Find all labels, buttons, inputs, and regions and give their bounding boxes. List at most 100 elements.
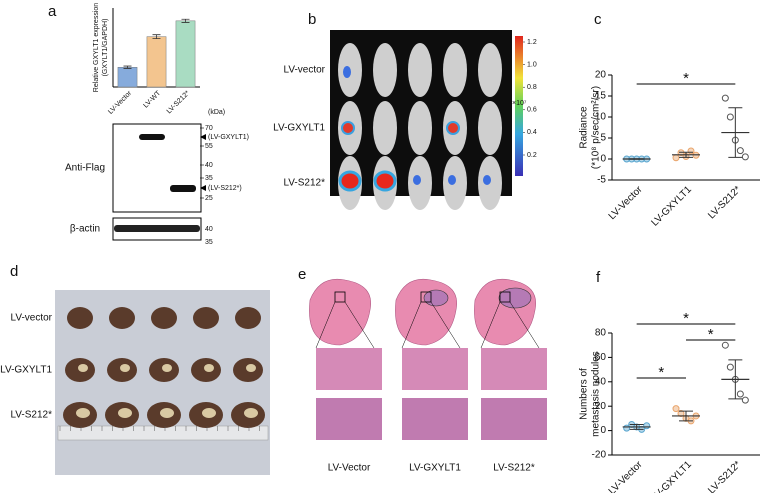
error-bar (152, 34, 161, 40)
y-tick-label: 20 (595, 70, 607, 81)
nodule (202, 408, 216, 418)
zoom-line (315, 301, 336, 349)
panel-letter: f (596, 269, 601, 286)
point (721, 341, 729, 349)
sd-bar (679, 410, 693, 422)
signal (343, 66, 351, 78)
signal (448, 175, 456, 185)
column-label: LV-S212* (493, 463, 535, 474)
zoom-line (401, 301, 422, 349)
mouse (443, 43, 467, 97)
y-tick-label: 60 (595, 352, 607, 363)
histology-high (316, 398, 382, 440)
blot-band (139, 134, 165, 140)
y-tick-label: -20 (592, 450, 607, 461)
column-label: LV-GXYLT1 (409, 463, 461, 474)
x-tick-label: LV-GXYLT1 (650, 184, 695, 229)
signal (483, 175, 491, 185)
y-axis-label: (GXYLT1/GAPDH) (102, 19, 109, 77)
nodule (162, 364, 172, 372)
colorbar (515, 36, 523, 176)
point (741, 153, 749, 161)
mouse (373, 101, 397, 155)
row-label: LV-S212* (283, 178, 325, 189)
signal (341, 121, 355, 135)
bar (117, 67, 138, 88)
y-tick-label: 40 (595, 376, 607, 387)
point (736, 147, 744, 155)
row-label: LV-GXYLT1 (273, 123, 325, 134)
colorbar-tick-label: 0.2 (527, 152, 537, 159)
colorbar-unit: ×10⁷ (512, 100, 527, 107)
column-label: LV-Vector (328, 463, 371, 474)
y-axis-label: metastasis nodules (591, 351, 602, 437)
point (672, 405, 680, 413)
signal (413, 175, 421, 185)
nodule (160, 408, 174, 418)
band-arrow (200, 185, 206, 191)
blot-band (170, 185, 196, 192)
significance-label: * (658, 364, 664, 381)
band-label: (LV-GXYLT1) (208, 134, 249, 141)
y-tick-label: 20 (595, 401, 607, 412)
point (643, 422, 651, 430)
significance-label: * (708, 326, 714, 343)
blot-label: Anti-Flag (65, 163, 105, 174)
x-tick-label: LV-S212* (706, 184, 743, 221)
point (721, 94, 729, 102)
panel-letter: b (308, 11, 316, 28)
nodule (120, 364, 130, 372)
nodule (118, 408, 132, 418)
y-tick-label: 80 (595, 328, 607, 339)
row-label: LV-GXYLT1 (0, 365, 52, 376)
histology-low (402, 348, 468, 390)
zoom-box (420, 291, 432, 303)
error-bar (123, 65, 132, 69)
x-tick-label: LV-S212* (166, 90, 192, 116)
unit-label: (kDa) (208, 109, 225, 116)
row-label: LV-S212* (10, 410, 52, 421)
marker-label: 25 (205, 195, 213, 202)
mouse (478, 101, 502, 155)
marker-label: 35 (205, 175, 213, 182)
ruler (57, 425, 269, 441)
lung (67, 307, 93, 329)
y-tick-label: -5 (597, 175, 606, 186)
blot-label: β-actin (70, 224, 100, 235)
lung (151, 307, 177, 329)
panel-letter: e (298, 266, 306, 283)
lung (193, 307, 219, 329)
y-axis-label: Relative GXYLT1 expression (93, 3, 100, 92)
zoom-line (344, 301, 375, 349)
histology-high (402, 398, 468, 440)
metastasis (498, 287, 532, 309)
sd-bar (629, 424, 644, 430)
lung (235, 307, 261, 329)
marker-label: 70 (205, 125, 213, 132)
zoom-line (430, 301, 461, 349)
point (726, 363, 734, 371)
marker-label: 40 (205, 162, 213, 169)
signal (446, 121, 460, 135)
signal (373, 170, 397, 192)
bar (146, 36, 167, 88)
x-tick-label: LV-S212* (706, 459, 743, 493)
y-tick-label: 10 (595, 112, 607, 123)
panel-letter: a (48, 3, 57, 20)
colorbar-tick-label: 0.6 (527, 107, 537, 114)
histology-low (481, 348, 547, 390)
y-tick-label: 15 (595, 91, 607, 102)
nodule (244, 408, 258, 418)
histology-low (316, 348, 382, 390)
y-axis-label: (*10⁸ p/sec/cm²/sr) (591, 86, 602, 169)
colorbar-tick-label: 0.8 (527, 84, 537, 91)
band-arrow (200, 134, 206, 140)
mouse (478, 43, 502, 97)
point (736, 390, 744, 398)
band-label: (LV-S212*) (208, 185, 242, 192)
lung-section (474, 278, 537, 346)
zoom-box (499, 291, 511, 303)
y-axis-label: Numbers of (579, 368, 590, 420)
lung (109, 307, 135, 329)
